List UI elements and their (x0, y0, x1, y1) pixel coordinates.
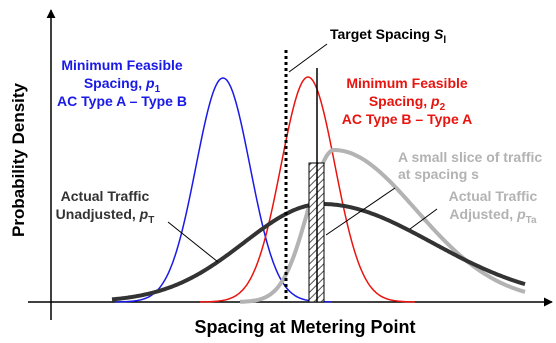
target-leader-line (288, 43, 328, 73)
svg-text:AC Type B – Type A: AC Type B – Type A (342, 111, 472, 127)
min-feasible-ba-curve (200, 76, 415, 303)
actual-traffic-adjusted-label: Actual Traffic Adjusted, pTa (449, 188, 538, 226)
adjusted-leader-line (409, 208, 438, 230)
min-feasible-ab-label: Minimum Feasible Spacing, p1 AC Type A –… (57, 57, 187, 109)
svg-text:at spacing s: at spacing s (398, 166, 479, 182)
min-feasible-ab-curve (115, 77, 332, 303)
unadjusted-leader-line (167, 221, 219, 263)
traffic-slice-label: A small slice of traffic at spacing s (398, 149, 542, 182)
target-spacing-label: Target Spacing Sl (330, 26, 446, 46)
actual-traffic-adjusted-curve (239, 148, 526, 304)
min-feasible-ba-label: Minimum Feasible Spacing, p2 AC Type B –… (342, 75, 472, 127)
slice-leader-line (325, 187, 396, 236)
actual-traffic-unadjusted-label: Actual Traffic Unadjusted, pT (56, 188, 155, 226)
svg-text:Minimum Feasible: Minimum Feasible (346, 75, 468, 91)
svg-text:Actual Traffic: Actual Traffic (61, 188, 150, 204)
svg-text:A small slice of traffic: A small slice of traffic (398, 149, 542, 165)
svg-text:Spacing, p2: Spacing, p2 (369, 93, 446, 113)
svg-text:Unadjusted, pT: Unadjusted, pT (56, 206, 155, 226)
svg-text:Adjusted, pTa: Adjusted, pTa (449, 206, 537, 226)
x-axis-label: Spacing at Metering Point (194, 317, 415, 337)
svg-text:Actual Traffic: Actual Traffic (449, 188, 538, 204)
svg-text:Minimum Feasible: Minimum Feasible (61, 57, 183, 73)
svg-text:Spacing, p1: Spacing, p1 (84, 75, 161, 95)
svg-text:AC Type A – Type B: AC Type A – Type B (57, 93, 187, 109)
y-axis-label: Probability Density (9, 82, 28, 237)
